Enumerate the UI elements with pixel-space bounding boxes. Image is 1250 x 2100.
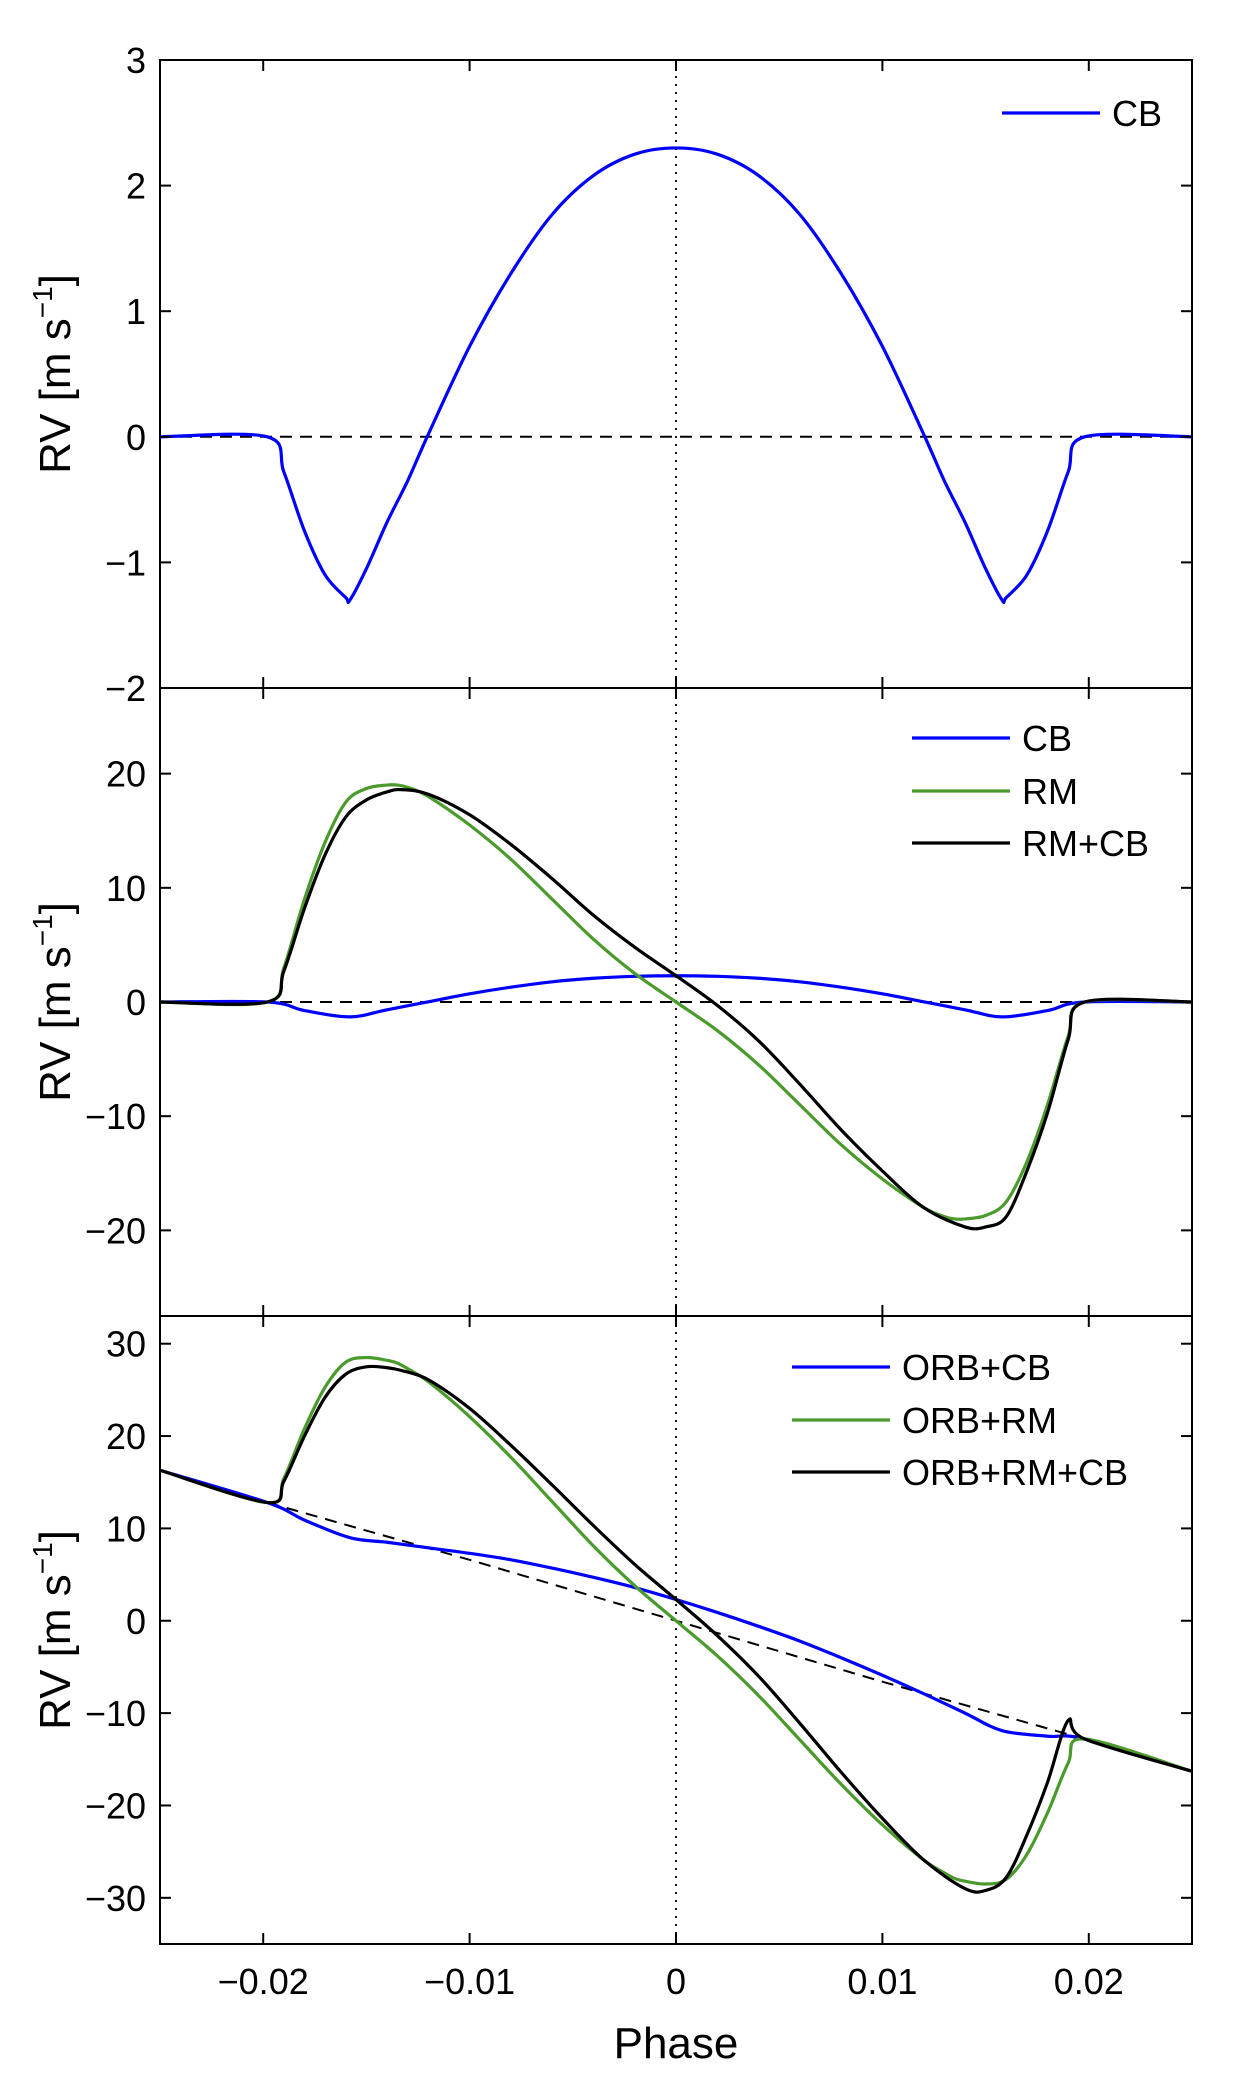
y-ticks-top: −2 −1 0 1 2 3 bbox=[105, 40, 1192, 709]
y-tick-label: −2 bbox=[105, 668, 146, 709]
series-line-top-cb bbox=[160, 146, 1192, 605]
y-tick-label: 0 bbox=[126, 1601, 146, 1642]
y-tick-label: −30 bbox=[85, 1878, 146, 1919]
panel-bottom: −30 −20 −10 0 10 20 30 RV [m s−1] ORB+CB ORB+R… bbox=[27, 1315, 1193, 1945]
legend-label-bottom-orb-rm: ORB+RM bbox=[902, 1400, 1057, 1441]
y-axis-label-text-top: RV [m s bbox=[31, 318, 80, 474]
panel-middle: −20 −10 0 10 20 RV [m s−1] CB RM RM+CB bbox=[27, 687, 1193, 1317]
y-tick-label: 1 bbox=[126, 291, 146, 332]
y-axis-label-middle: RV [m s−1] bbox=[27, 902, 80, 1102]
data-layer-bottom bbox=[160, 1316, 1192, 1944]
series-line-middle-rm bbox=[160, 783, 1192, 1221]
data-layer-middle bbox=[160, 688, 1192, 1316]
y-ticks-middle: −20 −10 0 10 20 bbox=[85, 754, 1192, 1251]
legend-middle: CB RM RM+CB bbox=[912, 718, 1149, 864]
y-axis-label-sup-bottom: −1 bbox=[27, 1542, 58, 1574]
y-axis-label-close-middle: ] bbox=[31, 902, 80, 914]
x-ticks-middle bbox=[262, 688, 1090, 1316]
y-axis-label-sup-middle: −1 bbox=[27, 914, 58, 946]
x-ticks-bottom bbox=[262, 1316, 1090, 1944]
y-tick-label: −1 bbox=[105, 542, 146, 583]
y-tick-label: −10 bbox=[85, 1693, 146, 1734]
y-tick-label: 10 bbox=[106, 868, 146, 909]
x-tick-label: 0.01 bbox=[847, 1961, 917, 2002]
legend-bottom: ORB+CB ORB+RM ORB+RM+CB bbox=[792, 1347, 1128, 1493]
x-ticks-top bbox=[262, 60, 1090, 688]
x-axis-label: Phase bbox=[614, 2019, 739, 2068]
y-tick-label: −20 bbox=[85, 1785, 146, 1826]
legend-top: CB bbox=[1002, 93, 1162, 134]
y-axis-label-close-bottom: ] bbox=[31, 1530, 80, 1542]
x-tick-label: −0.01 bbox=[424, 1961, 515, 2002]
series-line-middle-rm-cb bbox=[160, 787, 1192, 1231]
y-tick-label: 0 bbox=[126, 982, 146, 1023]
legend-label-bottom-orb-rm-cb: ORB+RM+CB bbox=[902, 1452, 1128, 1493]
legend-label-top-cb: CB bbox=[1112, 93, 1162, 134]
y-axis-label-sup-top: −1 bbox=[27, 286, 58, 318]
y-tick-label: 3 bbox=[126, 40, 146, 81]
y-axis-label-top: RV [m s−1] bbox=[27, 274, 80, 474]
y-ticks-bottom: −30 −20 −10 0 10 20 30 bbox=[85, 1324, 1192, 1919]
y-tick-label: 10 bbox=[106, 1508, 146, 1549]
y-axis-label-close-top: ] bbox=[31, 274, 80, 286]
x-tick-label: −0.02 bbox=[218, 1961, 309, 2002]
series-line-bottom-orb-rm-cb bbox=[160, 1364, 1192, 1894]
y-tick-label: 20 bbox=[106, 1416, 146, 1457]
y-axis-label-text-bottom: RV [m s bbox=[31, 1574, 80, 1730]
x-tick-label: 0.02 bbox=[1054, 1961, 1124, 2002]
y-axis-label-text-middle: RV [m s bbox=[31, 946, 80, 1102]
y-tick-label: −20 bbox=[85, 1210, 146, 1251]
legend-label-middle-cb: CB bbox=[1022, 718, 1072, 759]
y-tick-label: 20 bbox=[106, 754, 146, 795]
legend-label-middle-rm: RM bbox=[1022, 771, 1078, 812]
x-tick-label: 0 bbox=[666, 1961, 686, 2002]
y-tick-label: 0 bbox=[126, 417, 146, 458]
data-layer-top bbox=[160, 60, 1192, 688]
y-tick-label: −10 bbox=[85, 1096, 146, 1137]
y-tick-label: 30 bbox=[106, 1324, 146, 1365]
y-tick-label: 2 bbox=[126, 166, 146, 207]
legend-label-middle-rm-cb: RM+CB bbox=[1022, 823, 1149, 864]
legend-label-bottom-orb-cb: ORB+CB bbox=[902, 1347, 1051, 1388]
y-axis-label-bottom: RV [m s−1] bbox=[27, 1530, 80, 1730]
x-tick-labels: −0.02 −0.01 0 0.01 0.02 bbox=[218, 1961, 1124, 2002]
